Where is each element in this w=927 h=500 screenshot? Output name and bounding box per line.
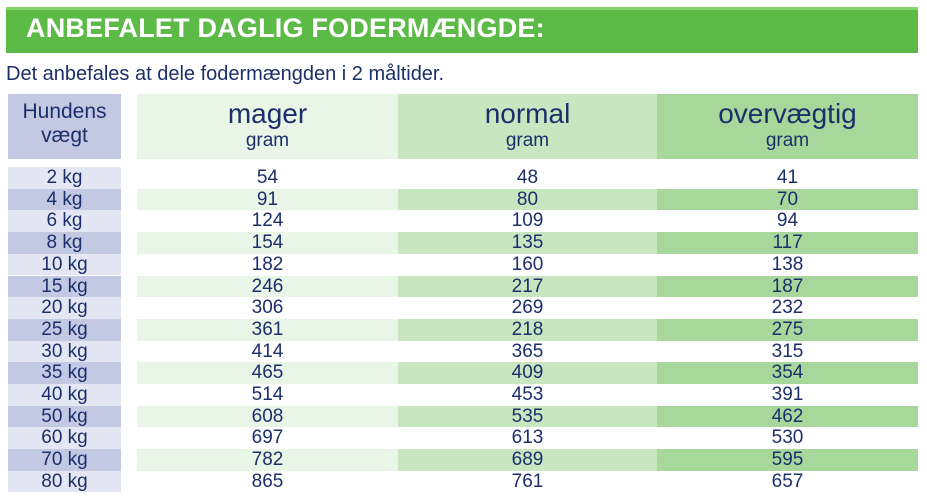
table-row: 15 kg 246 217 187 (0, 275, 927, 298)
amount-cell: 530 (771, 427, 804, 449)
weight-cell: 6 kg (8, 210, 121, 233)
amount-cell: 48 (516, 167, 539, 188)
amount-cell: 409 (398, 362, 657, 384)
weight-cell: 50 kg (8, 405, 121, 428)
amount-cell: 135 (398, 232, 657, 254)
table-row: 30 kg 414 365 315 (0, 340, 927, 363)
column-header-lean: mager gram (137, 94, 398, 159)
table-row: 8 kg 154 135 117 (0, 232, 927, 254)
amount-cell: 453 (511, 384, 544, 405)
amount-cell: 761 (511, 470, 544, 492)
amount-cell: 361 (137, 318, 398, 341)
amount-cell: 613 (511, 427, 544, 449)
amount-cell: 117 (657, 232, 918, 254)
amount-cell: 269 (511, 297, 544, 319)
column-unit: gram (505, 130, 550, 151)
amount-cell: 414 (251, 340, 284, 362)
table-row: 50 kg 608 535 462 (0, 405, 927, 428)
weight-cell: 15 kg (8, 275, 121, 298)
amount-cell: 160 (511, 253, 544, 275)
weight-column-header: Hundens vægt (8, 94, 121, 159)
weight-header-line-1: Hundens (22, 100, 107, 123)
amount-cell: 109 (511, 210, 544, 232)
amount-cell: 154 (137, 232, 398, 254)
table-row: 40 kg 514 453 391 (0, 384, 927, 406)
amount-cell: 657 (771, 470, 804, 492)
amount-cell: 782 (137, 449, 398, 471)
column-label: normal (484, 98, 571, 129)
amount-cell: 608 (137, 405, 398, 428)
table-row: 2 kg 54 48 41 (0, 167, 927, 189)
table-row: 4 kg 91 80 70 (0, 188, 927, 211)
amount-cell: 306 (251, 297, 284, 319)
amount-cell: 354 (657, 362, 918, 384)
table-row: 25 kg 361 218 275 (0, 318, 927, 341)
amount-cell: 595 (657, 449, 918, 471)
column-unit: gram (765, 130, 810, 151)
amount-cell: 80 (398, 188, 657, 211)
amount-cell: 138 (771, 253, 804, 275)
amount-cell: 54 (256, 167, 279, 188)
amount-cell: 70 (657, 188, 918, 211)
weight-cell: 35 kg (8, 362, 121, 384)
weight-header-line-2: vægt (41, 124, 88, 147)
weight-cell: 2 kg (8, 167, 121, 189)
amount-cell: 462 (657, 405, 918, 428)
weight-cell: 10 kg (8, 253, 121, 276)
amount-cell: 124 (251, 210, 284, 232)
table-row: 35 kg 465 409 354 (0, 362, 927, 384)
table-row: 20 kg 306 269 232 (0, 297, 927, 319)
table-row: 80 kg 865 761 657 (0, 470, 927, 493)
weight-cell: 20 kg (8, 297, 121, 319)
column-unit: gram (245, 130, 290, 151)
amount-cell: 689 (398, 449, 657, 471)
weight-cell: 40 kg (8, 384, 121, 406)
amount-cell: 182 (251, 253, 284, 275)
weight-cell: 80 kg (8, 470, 121, 493)
amount-cell: 275 (657, 318, 918, 341)
amount-cell: 232 (771, 297, 804, 319)
weight-cell: 60 kg (8, 427, 121, 450)
amount-cell: 465 (137, 362, 398, 384)
weight-cell: 30 kg (8, 340, 121, 363)
amount-cell: 535 (398, 405, 657, 428)
amount-cell: 865 (251, 470, 284, 492)
weight-cell: 4 kg (8, 188, 121, 211)
weight-cell: 25 kg (8, 318, 121, 341)
title-banner: ANBEFALET DAGLIG FODERMÆNGDE: (6, 7, 918, 53)
amount-cell: 391 (771, 384, 804, 405)
column-header-normal: normal gram (398, 94, 657, 159)
amount-cell: 91 (137, 188, 398, 211)
column-header-overweight: overvægtig gram (657, 94, 918, 159)
amount-cell: 217 (398, 275, 657, 298)
table-row: 70 kg 782 689 595 (0, 449, 927, 471)
amount-cell: 315 (771, 340, 804, 362)
amount-cell: 697 (251, 427, 284, 449)
weight-cell: 8 kg (8, 232, 121, 254)
weight-cell: 70 kg (8, 449, 121, 471)
amount-cell: 187 (657, 275, 918, 298)
amount-cell: 41 (776, 167, 799, 188)
amount-cell: 218 (398, 318, 657, 341)
table-row: 60 kg 697 613 530 (0, 427, 927, 450)
page-title: ANBEFALET DAGLIG FODERMÆNGDE: (26, 13, 545, 43)
amount-cell: 246 (137, 275, 398, 298)
feeding-note: Det anbefales at dele fodermængden i 2 m… (6, 63, 445, 85)
amount-cell: 514 (251, 384, 284, 405)
amount-cell: 365 (511, 340, 544, 362)
column-label: overvægtig (718, 98, 857, 129)
table-row: 10 kg 182 160 138 (0, 253, 927, 276)
column-label: mager (227, 98, 308, 129)
table-row: 6 kg 124 109 94 (0, 210, 927, 233)
amount-cell: 94 (776, 210, 799, 232)
